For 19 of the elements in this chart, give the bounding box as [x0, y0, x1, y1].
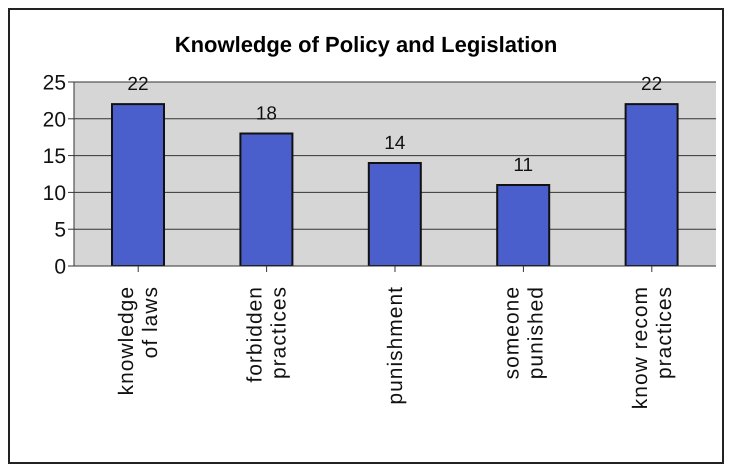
y-tick-label: 0: [54, 255, 66, 278]
y-tick-label: 5: [54, 218, 66, 242]
x-tick-label: know recom practices: [628, 286, 676, 410]
y-tick-label: 10: [42, 182, 66, 205]
y-tick-label: 20: [42, 108, 66, 132]
x-tick-label: someone punished: [500, 286, 548, 380]
bar: [239, 132, 294, 266]
y-tick-label: 25: [42, 71, 66, 94]
bar: [624, 103, 679, 266]
x-tick-label: knowledge of laws: [115, 286, 162, 396]
bar: [111, 103, 165, 266]
bar: [496, 184, 550, 266]
chart-title: Knowledge of Policy and Legislation: [174, 32, 558, 59]
x-tick-label: punishment: [384, 286, 407, 405]
bar: [368, 162, 422, 266]
data-label: 11: [513, 155, 534, 176]
x-tick-label: forbidden practices: [244, 286, 291, 383]
data-label: 14: [384, 132, 406, 154]
y-tick-label: 15: [42, 145, 66, 168]
